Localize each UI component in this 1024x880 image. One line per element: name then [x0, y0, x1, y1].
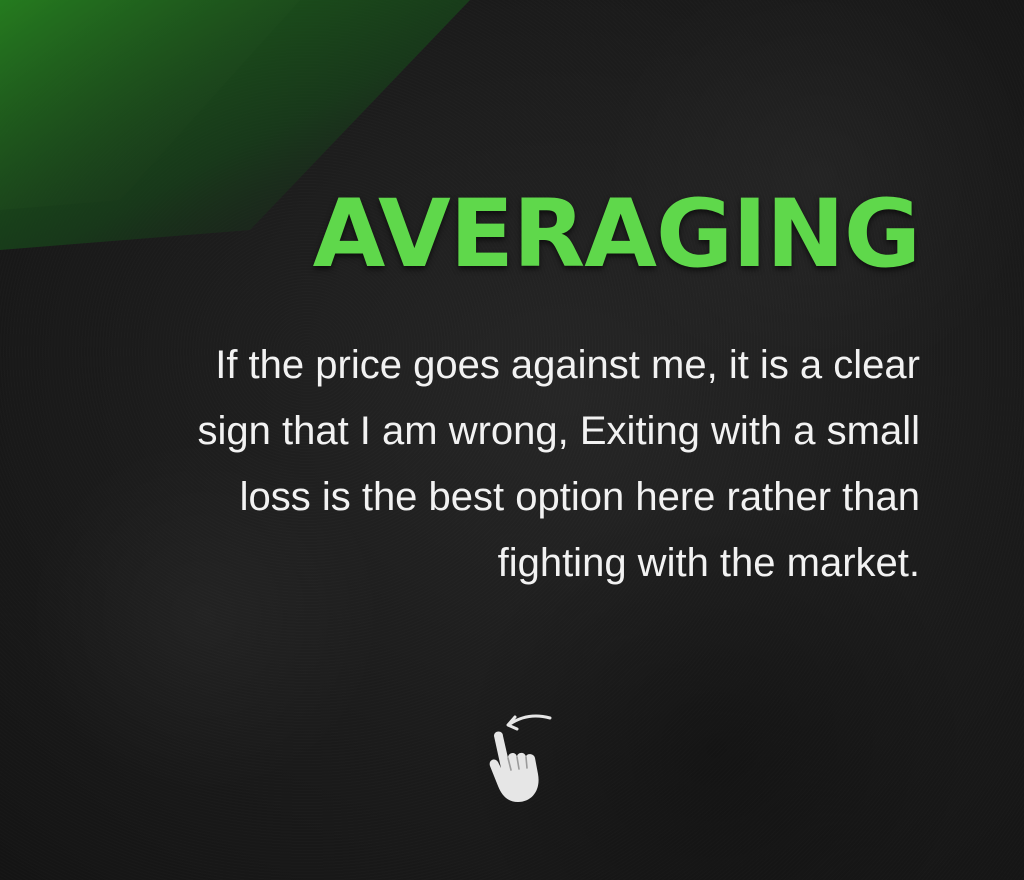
slide-title: AVERAGING: [312, 180, 921, 289]
body-line: fighting with the market.: [497, 541, 920, 585]
slide-body-text: If the price goes against me, it is a cl…: [40, 332, 920, 596]
body-line: If the price goes against me, it is a cl…: [215, 343, 920, 387]
body-line: loss is the best option here rather than: [239, 475, 920, 519]
body-line: sign that I am wrong, Exiting with a sma…: [197, 409, 920, 453]
swipe-left-hand-icon: [489, 714, 552, 802]
